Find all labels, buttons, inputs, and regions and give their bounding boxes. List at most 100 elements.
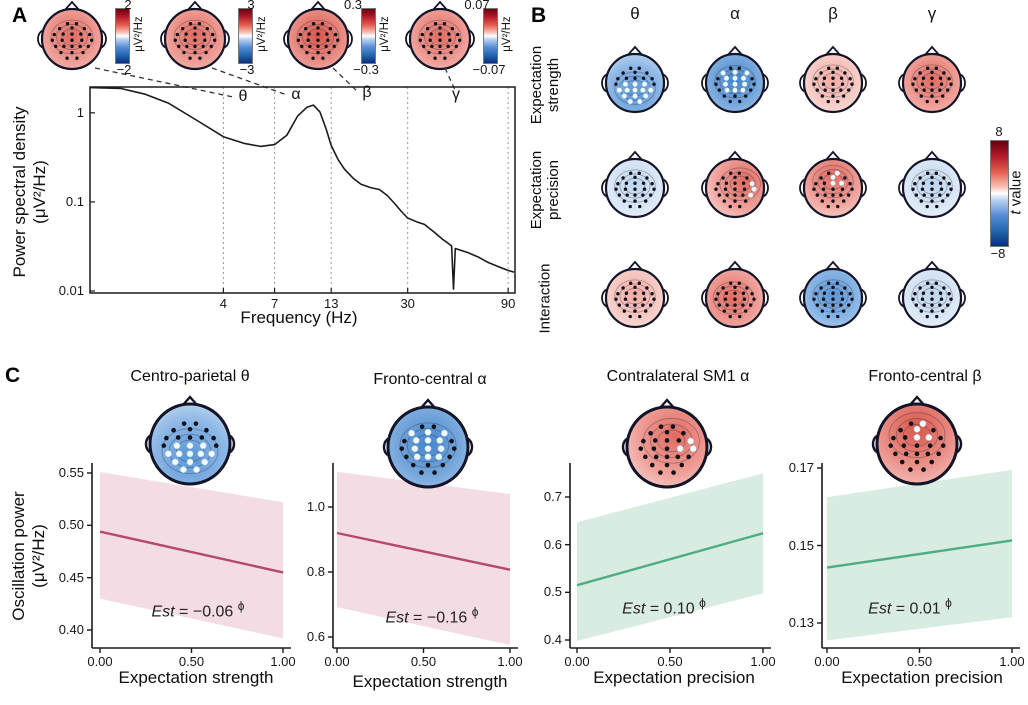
callout-line-0 bbox=[94, 67, 234, 98]
psd-xtick-label: 4 bbox=[219, 296, 228, 311]
subplot-3-xtick-label: 0.00 bbox=[564, 654, 590, 669]
subplot-1-xtick-label: 1.00 bbox=[270, 654, 296, 669]
colorbar-a-beta-min: −0.3 bbox=[353, 62, 379, 77]
subplot-3-xtick-label: 0.50 bbox=[657, 654, 683, 669]
subplot-2-xtick-label: 1.00 bbox=[497, 654, 523, 669]
subplot-4-ytick-label: 0.13 bbox=[788, 615, 814, 630]
colorbar-a-beta-max: 0.3 bbox=[343, 0, 363, 12]
topomap-b-r2-alpha bbox=[701, 150, 769, 219]
subplot-3-xlabel: Expectation precision bbox=[593, 668, 755, 687]
subplot-2-xtick-label: 0.50 bbox=[410, 654, 437, 669]
est-annotation-1: Est = −0.06 ϕ bbox=[151, 599, 245, 621]
t-value-label: t value bbox=[1007, 170, 1025, 215]
topomap-c-3 bbox=[621, 398, 713, 489]
t-value-max: 8 bbox=[995, 124, 1003, 139]
band-label-gamma: γ bbox=[452, 86, 460, 103]
topomap-b-r2-gamma bbox=[898, 150, 966, 219]
psd-curve bbox=[89, 86, 515, 290]
topomap-b-r1-alpha bbox=[701, 45, 769, 114]
colorbar-a-gamma bbox=[483, 8, 498, 64]
callout-line-2 bbox=[332, 67, 359, 93]
topomap-a-theta bbox=[37, 0, 107, 71]
colorbar-a-gamma-min: −0.07 bbox=[472, 62, 506, 77]
subplot-1-xtick-label: 0.00 bbox=[87, 654, 113, 669]
subplot-2-ytick-label: 0.8 bbox=[306, 564, 325, 579]
psd-ytick-label: 1 bbox=[76, 104, 84, 120]
confidence-band bbox=[577, 473, 763, 641]
t-value-colorbar bbox=[990, 140, 1009, 247]
subplot-4-ytick-label: 0.17 bbox=[788, 460, 814, 475]
psd-ytick-label: 0.1 bbox=[65, 193, 84, 209]
subplot-1-ytick-label: 0.40 bbox=[58, 622, 84, 637]
psd-y-axis-label: Power spectral density (μV²/Hz) bbox=[10, 106, 49, 278]
col-header-beta: β bbox=[828, 4, 838, 23]
panel-c-label: C bbox=[5, 364, 21, 387]
subplot-2-xtick-label: 0.00 bbox=[324, 654, 350, 669]
subplot-2-ytick-label: 0.6 bbox=[306, 629, 325, 644]
colorbar-a-alpha-min: −3 bbox=[239, 62, 255, 77]
regression-plot-4 bbox=[817, 463, 1020, 653]
topomap-b-r2-theta bbox=[601, 150, 669, 219]
t-value-min: −8 bbox=[990, 246, 1006, 261]
col-header-gamma: γ bbox=[927, 4, 937, 23]
confidence-band bbox=[337, 471, 510, 646]
topomap-c-2 bbox=[382, 398, 474, 489]
subplot-2-ytick-label: 1.0 bbox=[306, 499, 325, 514]
topomap-b-r1-theta bbox=[601, 45, 669, 114]
colorbar-a-theta bbox=[115, 8, 130, 64]
col-header-alpha: α bbox=[730, 4, 740, 23]
psd-xtick-label: 13 bbox=[323, 296, 339, 311]
topomap-b-r3-gamma bbox=[898, 260, 966, 329]
callout-line-1 bbox=[211, 67, 288, 96]
topomap-b-r3-theta bbox=[601, 260, 669, 329]
psd-xtick-label: 30 bbox=[400, 296, 415, 311]
colorbar-a-beta bbox=[361, 8, 376, 64]
topomap-c-1 bbox=[144, 395, 236, 486]
psd-xtick-label: 7 bbox=[270, 296, 279, 311]
subplot-3-ytick-label: 0.4 bbox=[543, 632, 562, 647]
subplot-1-title: Centro-parietal θ bbox=[130, 368, 250, 385]
subplot-2-xlabel: Expectation strength bbox=[352, 672, 508, 691]
col-header-theta: θ bbox=[630, 4, 640, 23]
psd-ytick-label: 0.01 bbox=[58, 283, 84, 298]
topomap-c-4 bbox=[871, 395, 963, 486]
regression-line bbox=[576, 532, 764, 587]
band-label-theta: θ bbox=[238, 88, 248, 105]
psd-plot bbox=[89, 86, 516, 294]
regression-line bbox=[99, 530, 284, 574]
subplot-1-ytick-label: 0.45 bbox=[58, 569, 84, 585]
regression-plot-2 bbox=[328, 463, 518, 653]
subplot-3-xtick-label: 1.00 bbox=[750, 654, 776, 669]
regression-line bbox=[826, 539, 1013, 569]
confidence-band bbox=[100, 472, 283, 639]
regression-plot-3 bbox=[565, 463, 771, 653]
topomap-b-r1-gamma bbox=[898, 45, 966, 114]
topomap-b-r3-beta bbox=[799, 260, 867, 329]
colorbar-a-alpha bbox=[238, 8, 253, 64]
est-annotation-4: Est = 0.01 ϕ bbox=[868, 596, 952, 618]
subplot-4-xtick-label: 0.50 bbox=[906, 654, 933, 669]
topomap-a-beta bbox=[283, 0, 353, 71]
row-label-interaction: Interaction bbox=[536, 263, 554, 334]
regression-plot-1 bbox=[87, 463, 291, 653]
topomap-b-r1-beta bbox=[799, 45, 867, 114]
subplot-1-ytick-label: 0.55 bbox=[58, 465, 84, 480]
subplot-2-title: Fronto-central α bbox=[373, 371, 487, 388]
topomap-a-gamma bbox=[405, 0, 475, 71]
topomap-b-r3-alpha bbox=[701, 260, 769, 329]
subplot-1-xtick-label: 0.50 bbox=[178, 654, 205, 669]
topomap-a-alpha bbox=[160, 0, 230, 71]
subplot-4-xlabel: Expectation precision bbox=[841, 668, 1003, 687]
topomap-b-r2-beta bbox=[799, 150, 867, 219]
colorbar-a-alpha-max: 3 bbox=[247, 0, 255, 12]
subplot-3-title: Contralateral SM1 α bbox=[606, 368, 750, 385]
subplot-4-ytick-label: 0.15 bbox=[788, 537, 814, 553]
colorbar-a-theta-min: −2 bbox=[116, 62, 132, 77]
subplot-3-ytick-label: 0.6 bbox=[543, 536, 562, 552]
subplot-1-xlabel: Expectation strength bbox=[118, 668, 274, 687]
band-label-alpha: α bbox=[291, 86, 301, 103]
colorbar-a-alpha-unit: μV²/Hz bbox=[256, 16, 268, 52]
subplot-3-ytick-label: 0.7 bbox=[543, 489, 562, 504]
